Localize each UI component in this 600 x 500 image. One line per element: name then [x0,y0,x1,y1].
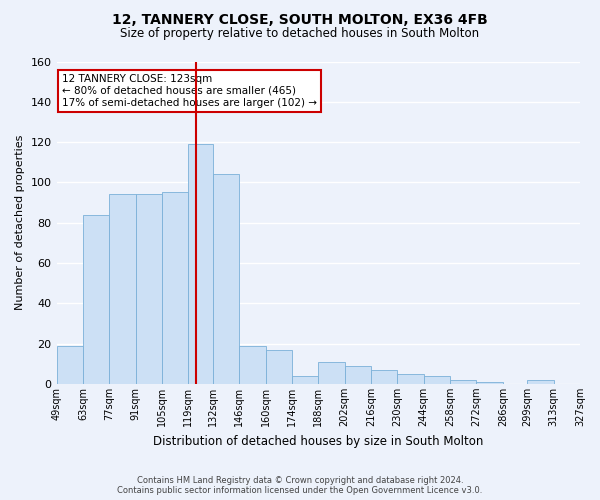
Bar [344,366,371,384]
Text: Contains HM Land Registry data © Crown copyright and database right 2024.
Contai: Contains HM Land Registry data © Crown c… [118,476,482,495]
Text: Size of property relative to detached houses in South Molton: Size of property relative to detached ho… [121,28,479,40]
Bar [292,376,318,384]
Bar [580,382,600,384]
Bar [213,174,239,384]
Bar [239,346,266,384]
Bar [450,380,476,384]
Bar [371,370,397,384]
Bar [318,362,344,384]
Bar [266,350,292,384]
Bar [136,194,162,384]
Bar [188,144,213,384]
Bar [56,346,83,384]
Text: 12, TANNERY CLOSE, SOUTH MOLTON, EX36 4FB: 12, TANNERY CLOSE, SOUTH MOLTON, EX36 4F… [112,12,488,26]
Text: 12 TANNERY CLOSE: 123sqm
← 80% of detached houses are smaller (465)
17% of semi-: 12 TANNERY CLOSE: 123sqm ← 80% of detach… [62,74,317,108]
Bar [397,374,424,384]
Bar [476,382,503,384]
Y-axis label: Number of detached properties: Number of detached properties [15,135,25,310]
Bar [83,214,109,384]
Bar [109,194,136,384]
Bar [424,376,450,384]
Bar [162,192,188,384]
Bar [527,380,554,384]
X-axis label: Distribution of detached houses by size in South Molton: Distribution of detached houses by size … [153,434,484,448]
